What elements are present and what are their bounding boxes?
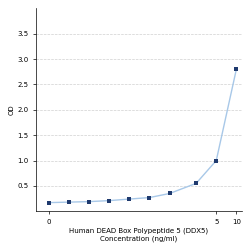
Point [67, 200, 71, 204]
X-axis label: Human DEAD Box Polypeptide 5 (DDX5)
Concentration (ng/ml): Human DEAD Box Polypeptide 5 (DDX5) Conc… [69, 228, 208, 242]
Point [234, 67, 238, 71]
Y-axis label: OD: OD [8, 104, 14, 115]
Point [148, 196, 152, 200]
Point [214, 158, 218, 162]
Point [127, 197, 131, 201]
Point [107, 198, 111, 202]
Point [87, 200, 91, 203]
Point [47, 201, 51, 205]
Point [168, 192, 172, 196]
Point [194, 181, 198, 185]
